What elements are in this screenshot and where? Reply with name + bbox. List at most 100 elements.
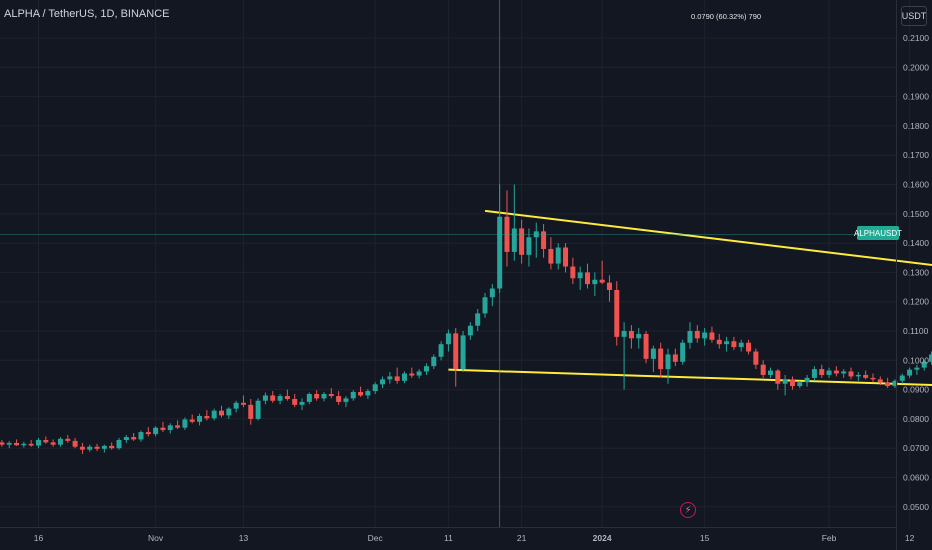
candle-body [599,279,605,283]
candle-body [577,272,583,279]
candle [416,369,422,379]
candle [555,243,561,270]
price-unit-button[interactable]: USDT [901,6,927,26]
candle-body [819,369,825,375]
candle-body [306,393,312,402]
candle-body [138,432,144,440]
candle [21,441,27,448]
candle-body [409,373,415,376]
candle-body [855,374,861,377]
candle-body [899,375,905,381]
candle [643,331,649,364]
candle-body [555,247,561,264]
candle [665,348,671,384]
candle [79,442,85,455]
price-axis[interactable]: 0.2100 0.2000 0.1900 0.1800 0.1700 0.1600 0.15… [896,0,930,550]
lightning-icon[interactable]: ⚡ [680,502,696,518]
candle-body [760,364,766,375]
candle [716,333,722,349]
candle [863,370,869,380]
candle [262,392,268,405]
candle [797,380,803,389]
candle-body [797,382,803,387]
candle [343,396,349,408]
candle [43,436,49,444]
candle-body [885,382,891,387]
candle [833,366,839,377]
candle-body [336,396,342,402]
candle-body [672,354,678,362]
candle-body [848,371,854,377]
candle-body [211,410,217,419]
time-tick-label: 12 [905,533,915,543]
trendline [484,209,932,266]
candle [402,371,407,384]
candle-body [738,342,744,348]
candle-body [394,376,400,381]
candle-body [680,342,686,362]
candle [365,389,371,399]
candle [746,339,752,355]
candle-body [665,354,671,370]
candle-body [109,445,115,449]
candle-body [328,393,334,397]
price-tick-label: 0.1200 [903,297,929,307]
candle-body [123,437,129,440]
trendline [448,368,932,386]
candle-body [314,393,320,399]
candle-body [475,313,481,326]
price-tick-label: 0.1600 [903,180,929,190]
candle [585,263,590,289]
candle [658,342,664,378]
candle [284,389,290,401]
candle-body [248,404,254,419]
candle [541,224,547,258]
candle-body [36,439,41,446]
overlay-lines [0,0,896,527]
candle [636,328,642,349]
candle [321,391,327,402]
candle [175,420,181,430]
candle-body [614,289,620,337]
candle [614,281,620,346]
candle [526,228,532,267]
candle [606,275,612,302]
time-axis[interactable]: 16Nov13Dec1121202415Feb12Mar1121Apr [0,527,932,544]
candle [28,439,34,447]
candle [563,243,569,273]
candle [672,348,678,367]
candle-body [731,341,737,348]
candle-body [292,398,298,405]
candle-body [636,333,642,339]
candle [687,322,693,349]
candle-body [65,438,71,441]
candle [226,407,232,419]
candle [453,328,459,387]
candle-body [621,331,627,337]
candle [892,379,898,389]
candle [255,398,261,421]
candle [131,432,137,441]
candle-body [724,341,730,345]
candle [789,376,795,390]
candle-body [402,373,407,381]
price-tick-label: 0.1900 [903,92,929,102]
candle [848,367,854,380]
price-tick-label: 0.0700 [903,443,929,453]
candle-body [87,446,93,450]
candle-body [43,439,49,443]
candle-body [687,331,693,343]
candle [907,367,913,378]
candle-body [782,379,788,384]
candle [94,443,100,452]
candle-body [438,344,444,357]
trendlines[interactable] [448,209,932,390]
candle [36,437,41,449]
candle [387,372,393,384]
candle [350,390,356,401]
time-tick-label: 16 [34,533,44,543]
candle [57,437,63,447]
candle [819,364,825,378]
